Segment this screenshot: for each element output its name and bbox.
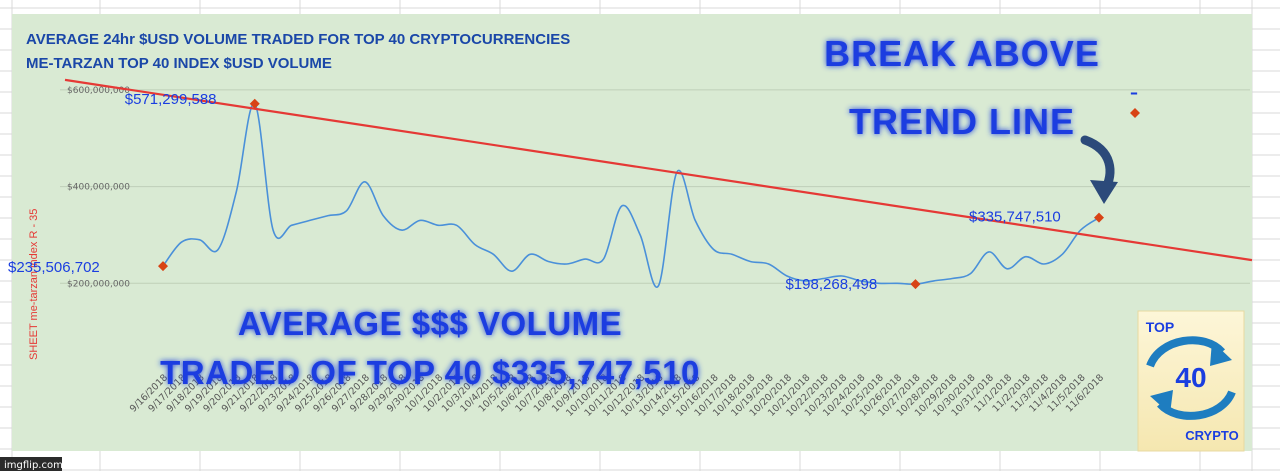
watermark: imgflip.com [4,460,63,471]
caption-line-2: TRADED OF TOP 40 $335,747,510 [160,354,700,391]
y-axis-label: SHEET me-tarzan index R - 35 [28,209,40,360]
x-axis-ticks: 9/16/20189/17/20189/18/20189/19/20189/20… [128,372,1106,419]
highlight-markers: $235,506,702 $571,299,588 $198,268,498 $335… [8,91,1104,293]
curved-arrow-icon [1080,135,1118,204]
watermark-background [0,457,62,471]
y-axis-ticks: $200,000,000 $400,000,000 $600,000,000 [67,86,130,289]
highlight-marker [910,279,921,290]
legend-dash: – [1130,83,1138,102]
trend-line [64,78,1253,262]
series-line [162,102,1100,288]
y-tick-label: $200,000,000 [67,279,130,289]
logo-top-text: TOP [1146,319,1175,335]
caption-line-1: AVERAGE $$$ VOLUME [238,305,622,342]
chart-background [12,14,1252,451]
chart-subtitle: ME-TARZAN TOP 40 INDEX $USD VOLUME [26,55,332,72]
y-tick-label: $400,000,000 [67,183,130,193]
logo-number: 40 [1175,362,1206,393]
legend-marker [1130,108,1140,118]
highlight-marker [158,261,168,272]
highlight-marker [249,98,260,109]
callout-line-1: BREAK ABOVE [824,33,1100,74]
highlight-marker [1094,212,1104,223]
top-40-crypto-logo: TOP 40 CRYPTO [1137,310,1245,452]
data-label: $198,268,498 [785,276,877,293]
callout-line-2: TREND LINE [849,101,1075,142]
gridlines [60,89,1250,284]
y-tick-label: $600,000,000 [67,86,130,96]
logo-bottom-text: CRYPTO [1185,428,1238,443]
chart-title: AVERAGE 24hr $USD VOLUME TRADED FOR TOP … [26,31,570,48]
data-label: $335,747,510 [969,209,1061,226]
cycle-arrows-icon [1146,336,1236,420]
data-label: $571,299,588 [125,91,217,108]
data-label: $235,506,702 [8,259,100,276]
